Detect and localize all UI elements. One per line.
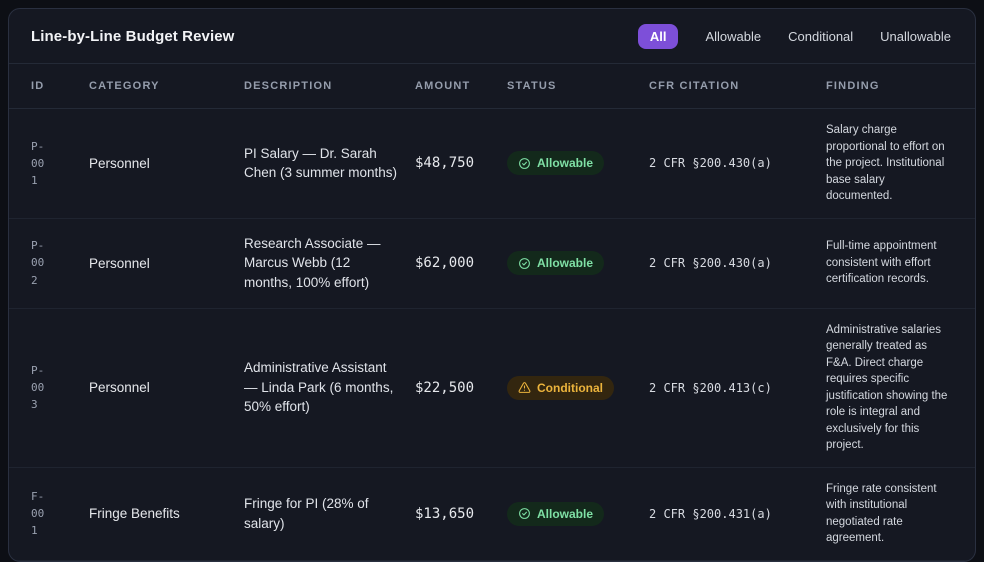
row-id: P-003 (31, 363, 45, 412)
table-body: P-001 Personnel PI Salary — Dr. Sarah Ch… (9, 109, 975, 561)
table-row: F-001 Fringe Benefits Fringe for PI (28%… (9, 468, 975, 561)
budget-review-card: Line-by-Line Budget Review All Allowable… (8, 8, 976, 562)
row-amount: $62,000 (415, 255, 475, 271)
status-badge-label: Conditional (537, 380, 603, 395)
row-description: Administrative Assistant — Linda Park (6… (244, 360, 394, 415)
table-header-row: ID Category Description Amount Status CF… (9, 64, 975, 109)
status-badge-label: Allowable (537, 256, 594, 270)
warning-triangle-icon (518, 381, 531, 394)
row-finding: Fringe rate consistent with institutiona… (826, 482, 937, 545)
row-id: F-001 (31, 489, 45, 538)
circle-check-icon (518, 157, 531, 170)
row-description: PI Salary — Dr. Sarah Chen (3 summer mon… (244, 145, 398, 181)
row-status-cell: Allowable (507, 501, 649, 526)
filter-button-unallowable[interactable]: Unallowable (880, 28, 951, 44)
row-description: Fringe for PI (28% of salary) (244, 496, 369, 531)
filter-button-allowable[interactable]: Allowable (705, 28, 762, 44)
status-badge: Conditional (507, 375, 614, 400)
column-header-category: Category (89, 80, 160, 92)
row-category: Personnel (89, 155, 150, 171)
filter-button-conditional[interactable]: Conditional (788, 28, 854, 44)
row-amount: $22,500 (415, 379, 475, 396)
row-status-cell: Conditional (507, 375, 649, 400)
status-badge: Allowable (507, 251, 605, 275)
column-header-status: Status (507, 80, 557, 92)
column-header-amount: Amount (415, 80, 471, 92)
circle-check-icon (518, 507, 531, 520)
status-badge: Allowable (507, 501, 605, 526)
status-badge: Allowable (507, 151, 605, 176)
column-header-id: ID (31, 80, 45, 92)
row-id: P-002 (31, 239, 45, 287)
row-amount: $13,650 (415, 505, 475, 522)
row-category: Personnel (89, 255, 150, 271)
row-amount: $48,750 (415, 155, 475, 172)
table-row: P-002 Personnel Research Associate — Mar… (9, 219, 975, 309)
row-status-cell: Allowable (507, 251, 649, 275)
column-header-description: Description (244, 80, 333, 92)
row-category: Fringe Benefits (89, 506, 180, 521)
row-category: Personnel (89, 380, 150, 395)
status-badge-label: Allowable (537, 156, 594, 171)
circle-check-icon (518, 257, 531, 270)
column-header-cfr: CFR Citation (649, 80, 740, 92)
filter-group: All Allowable Conditional Unallowable (637, 23, 951, 49)
card-header: Line-by-Line Budget Review All Allowable… (9, 9, 975, 64)
row-status-cell: Allowable (507, 151, 649, 176)
row-finding: Salary charge proportional to effort on … (826, 124, 945, 202)
row-finding: Administrative salaries generally treate… (826, 323, 948, 452)
column-header-finding: Finding (826, 80, 880, 92)
status-badge-label: Allowable (537, 506, 594, 521)
row-id: P-001 (31, 139, 45, 187)
table-row: P-001 Personnel PI Salary — Dr. Sarah Ch… (9, 109, 975, 219)
filter-button-all[interactable]: All (637, 23, 679, 49)
row-cfr-citation: 2 CFR §200.431(a) (649, 506, 772, 521)
row-cfr-citation: 2 CFR §200.430(a) (649, 156, 772, 171)
row-cfr-citation: 2 CFR §200.413(c) (649, 380, 772, 395)
row-description: Research Associate — Marcus Webb (12 mon… (244, 235, 381, 290)
row-cfr-citation: 2 CFR §200.430(a) (649, 256, 772, 270)
row-finding: Full-time appointment consistent with ef… (826, 240, 937, 286)
page-title: Line-by-Line Budget Review (31, 27, 235, 45)
table-row: P-003 Personnel Administrative Assistant… (9, 309, 975, 468)
